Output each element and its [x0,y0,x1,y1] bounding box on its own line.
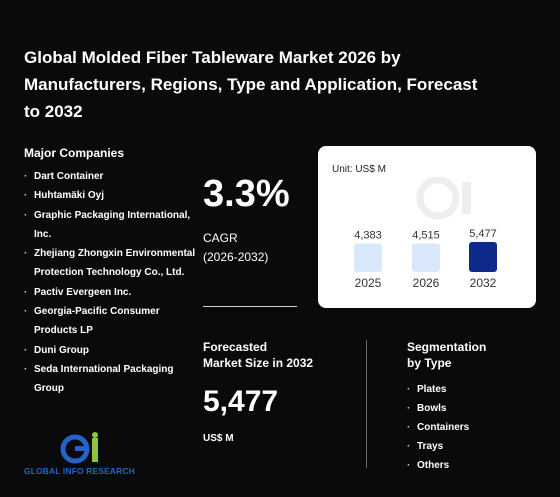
forecast-value: 5,477 [203,385,279,418]
page-title: Global Molded Fiber Tableware Market 202… [24,48,478,121]
gir-logo-icon [60,432,98,464]
gir-logo-text: GLOBAL INFO RESEARCH [24,466,135,476]
company-item: Georgia-Pacific Consumer Products LP [24,302,199,341]
company-list: Dart ContainerHuhtamäki OyjGraphic Packa… [24,167,199,399]
company-item: Duni Group [24,341,199,361]
bar-value-label: 5,477 [469,228,497,240]
company-item: Dart Container [24,167,199,187]
bar-chart: 4,383 2025 4,515 2026 5,477 2032 [354,176,497,290]
watermark-i-icon [462,182,471,214]
cagr-period: (2026-2032) [203,250,269,264]
segmentation-heading-line1: Segmentation [407,340,487,354]
forecast-unit: US$ M [203,433,234,444]
forecast-label: Forecasted Market Size in 2032 [203,339,313,371]
cagr-label-block: CAGR (2026-2032) [203,229,268,267]
segmentation-heading-line2: by Type [407,356,452,370]
segmentation-section: Segmentation by Type PlatesBowlsContaine… [407,339,537,475]
cagr-label: CAGR [203,231,238,245]
bar-2026 [412,243,440,272]
company-item: Huhtamäki Oyj [24,186,199,206]
segmentation-heading: Segmentation by Type [407,339,537,371]
x-tick-label: 2025 [355,276,382,290]
watermark-logo [416,176,471,220]
x-tick-label: 2032 [470,276,497,290]
chart-unit-label: Unit: US$ M [332,164,386,175]
segmentation-list: PlatesBowlsContainersTraysOthers [407,380,537,475]
gir-logo: GLOBAL INFO RESEARCH [24,432,154,478]
company-item: Seda International Packaging Group [24,360,199,399]
segment-item: Trays [407,437,537,456]
company-item: Pactiv Evergeen Inc. [24,283,199,303]
vertical-divider [366,340,367,468]
cagr-value: 3.3% [203,173,290,215]
forecast-label-line1: Forecasted [203,340,268,354]
segment-item: Others [407,456,537,475]
bar-2025 [354,243,382,272]
bar-2032 [469,242,497,272]
bar-value-label: 4,383 [354,230,382,242]
horizontal-divider [203,306,297,307]
forecast-label-line2: Market Size in 2032 [203,356,314,370]
company-item: Zhejiang Zhongxin Environmental Protecti… [24,244,199,283]
company-item: Graphic Packaging International, Inc. [24,206,199,245]
major-companies-heading: Major Companies [24,146,125,160]
watermark-g-icon [416,176,460,220]
bar-chart-card: 4,383 2025 4,515 2026 5,477 2032 Unit: US$ M [318,146,536,308]
x-tick-label: 2026 [413,276,440,290]
segment-item: Bowls [407,399,537,418]
bar-value-label: 4,515 [412,230,440,242]
segment-item: Plates [407,380,537,399]
segment-item: Containers [407,418,537,437]
major-companies-section: Major Companies Dart ContainerHuhtamäki … [24,146,199,399]
